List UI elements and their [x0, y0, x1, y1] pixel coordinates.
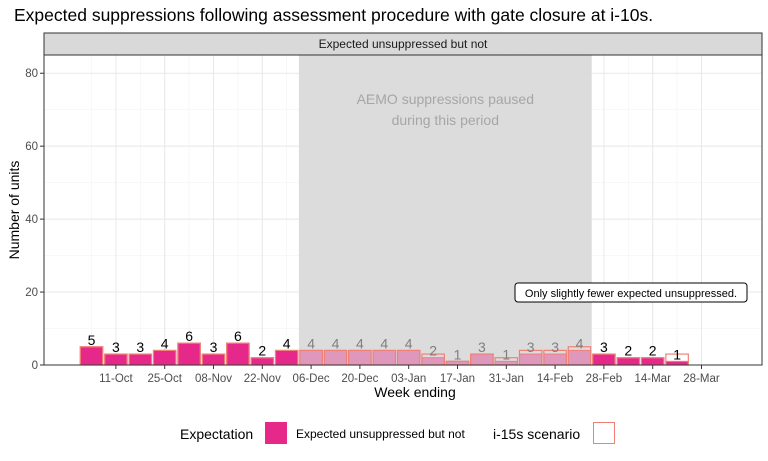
bar [152, 349, 177, 366]
legend-fill-label: Expected unsuppressed but not [296, 427, 465, 441]
chart-title: Expected suppressions following assessme… [14, 5, 654, 25]
data-label: 4 [380, 335, 388, 351]
bar [104, 353, 128, 366]
facet-strip [43, 32, 763, 56]
legend-outline-swatch [593, 422, 615, 444]
legend-fill-title: Expectation [180, 426, 254, 442]
bar [226, 342, 250, 366]
data-label: 4 [332, 335, 340, 351]
bar [640, 357, 665, 366]
data-label: 4 [356, 335, 364, 351]
data-label: 4 [405, 335, 413, 351]
bar [470, 353, 494, 366]
y-tick-label: 40 [25, 214, 38, 226]
data-label: 3 [551, 339, 559, 355]
bar [421, 357, 445, 366]
x-tick-label: 28-Feb [586, 373, 622, 385]
y-axis-title: Number of units [6, 161, 22, 260]
bar [79, 346, 104, 366]
data-label: 4 [307, 335, 315, 351]
bar [543, 353, 567, 366]
data-label: 4 [576, 335, 584, 351]
x-tick-label: 08-Nov [195, 373, 232, 385]
bar [177, 342, 201, 366]
y-tick-label: 20 [25, 287, 38, 299]
data-label: 2 [649, 343, 657, 359]
x-tick-label: 28-Mar [683, 373, 720, 385]
x-tick-label: 06-Dec [293, 373, 330, 385]
bar [567, 349, 592, 366]
data-label: 4 [283, 335, 291, 351]
data-label: 3 [600, 339, 608, 355]
shaded-region-label-line2: during this period [392, 112, 499, 128]
bar [518, 353, 543, 366]
legend: Expectation Expected unsuppressed but no… [0, 420, 768, 450]
data-label: 2 [429, 343, 437, 359]
data-label: 5 [88, 332, 96, 348]
bar [274, 349, 299, 366]
data-label: 6 [185, 328, 193, 344]
x-tick-label: 11-Oct [99, 373, 133, 385]
y-axis-ticks: 0 20 40 60 80 [25, 68, 44, 372]
x-axis-ticks: 11-Oct 25-Oct 08-Nov 22-Nov 06-Dec 20-Dec 03-J… [99, 365, 720, 385]
paused-period-shading [298, 55, 592, 365]
data-label: 4 [161, 335, 169, 351]
data-label: 3 [136, 339, 144, 355]
x-tick-label: 22-Nov [244, 373, 281, 385]
x-tick-label: 14-Mar [634, 373, 671, 385]
bar [201, 353, 226, 366]
facet-strip-label: Expected unsuppressed but not [319, 37, 488, 51]
y-tick-label: 0 [32, 360, 38, 372]
bar [348, 349, 372, 366]
data-label: 1 [673, 346, 681, 362]
x-axis-title: Week ending [374, 384, 455, 400]
data-label: 1 [502, 346, 510, 362]
x-tick-label: 17-Jan [440, 373, 475, 385]
bar [616, 357, 641, 366]
legend-fill-swatch [265, 422, 287, 444]
bar [592, 353, 616, 366]
x-tick-label: 25-Oct [147, 373, 182, 385]
x-tick-label: 20-Dec [341, 373, 378, 385]
data-label: 2 [258, 343, 266, 359]
y-tick-label: 60 [25, 141, 38, 153]
shaded-region-label-line1: AEMO suppressions paused [357, 91, 534, 107]
data-label: 2 [624, 343, 632, 359]
bar [372, 349, 397, 366]
data-label: 3 [112, 339, 120, 355]
legend-outline-title: i-15s scenario [493, 426, 581, 442]
bar-chart: AEMO suppressions paused during this per… [6, 32, 763, 400]
x-tick-label: 31-Jan [489, 373, 524, 385]
bar [396, 349, 421, 366]
annotation-text: Only slightly fewer expected unsuppresse… [525, 288, 737, 300]
data-label: 3 [527, 339, 535, 355]
x-tick-label: 14-Feb [537, 373, 573, 385]
annotation-box [514, 282, 748, 303]
data-label: 6 [234, 328, 242, 344]
annotation-callout: Only slightly fewer expected unsuppresse… [514, 282, 748, 303]
data-label: 1 [454, 346, 462, 362]
bar [323, 349, 348, 366]
data-label: 3 [478, 339, 486, 355]
x-tick-label: 03-Jan [391, 373, 426, 385]
bar [250, 357, 275, 366]
y-tick-label: 80 [25, 68, 38, 80]
bar [299, 349, 323, 366]
bar [128, 353, 153, 366]
data-label: 3 [210, 339, 218, 355]
